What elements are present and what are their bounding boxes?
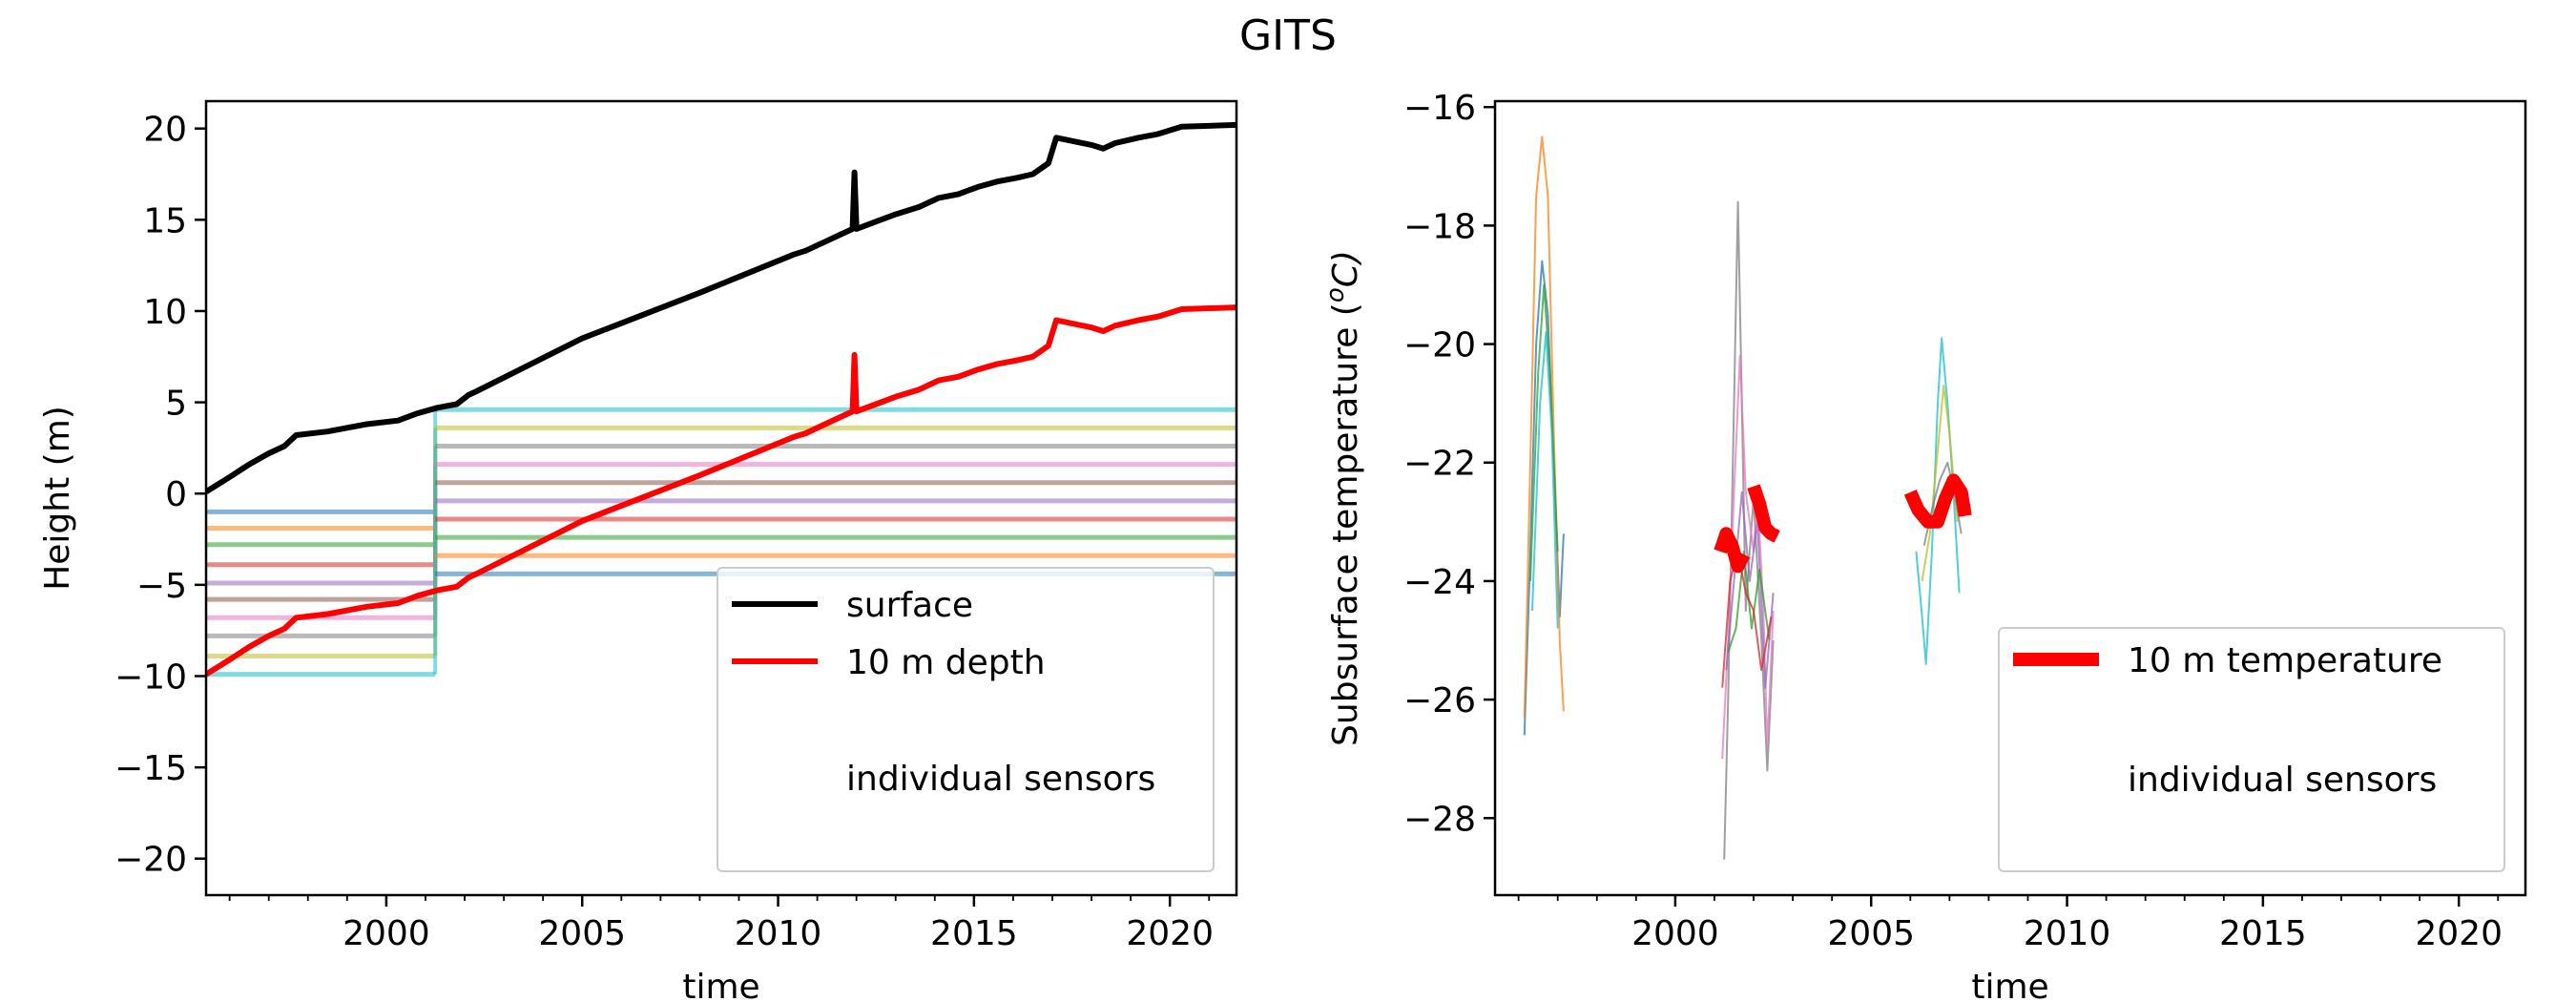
- series-line: [1714, 527, 1751, 574]
- sensor-trace: [1921, 385, 1959, 582]
- y-tick-label: −15: [114, 749, 187, 788]
- legend-frame: [1998, 627, 2505, 872]
- series-line: [206, 304, 1236, 678]
- legend-frame: [717, 567, 1215, 872]
- sensor-trace: [1721, 550, 1773, 688]
- x-axis: 2000 2005 2010 2015 2020: [228, 895, 1214, 953]
- x-tick-label: 2005: [1827, 914, 1915, 953]
- legend-individual-sensors-label: individual sensors: [846, 760, 1155, 799]
- y-axis-label-unit: C): [1326, 250, 1365, 287]
- legend: 10 m temperature individual sensors: [1998, 627, 2505, 872]
- sensor-trace: [1523, 136, 1565, 718]
- legend-10m-depth-label: 10 m depth: [846, 643, 1046, 682]
- y-axis-label-main: Subsurface temperature (: [1326, 303, 1365, 746]
- plot-frame: [204, 99, 1238, 897]
- y-tick-label: 0: [165, 475, 187, 514]
- series-line: [1903, 473, 1972, 529]
- x-tick-label: 2015: [930, 914, 1018, 953]
- y-tick-label: −18: [1403, 207, 1476, 246]
- series-line: [206, 121, 1236, 494]
- sensor-traces: [1523, 136, 1963, 860]
- y-axis: −28 −26 −24 −22 −20 −18 −16: [1403, 89, 1495, 839]
- legend: surface 10 m depth individual sensors: [717, 567, 1215, 872]
- y-tick-label: −28: [1403, 800, 1476, 839]
- y-tick-label: 15: [143, 201, 187, 240]
- y-tick-label: −5: [136, 567, 187, 606]
- y-tick-label: −20: [1403, 326, 1476, 365]
- series-lines: [1714, 473, 1972, 574]
- sensor-trace: [1723, 200, 1775, 860]
- sensor-trace: [1531, 331, 1559, 629]
- y-axis-label: Subsurface temperature (oC): [1321, 250, 1365, 746]
- y-axis-label: Height (m): [38, 406, 77, 591]
- legend-10m-temperature-label: 10 m temperature: [2128, 641, 2442, 680]
- x-tick-label: 2010: [735, 914, 822, 953]
- x-tick-label: 2000: [1631, 914, 1719, 953]
- y-tick-label: −24: [1403, 563, 1476, 602]
- y-tick-label: −10: [114, 658, 187, 697]
- x-tick-label: 2005: [538, 914, 626, 953]
- x-tick-label: 2020: [2415, 914, 2503, 953]
- y-tick-label: −20: [114, 841, 187, 880]
- y-tick-label: −26: [1403, 681, 1476, 720]
- y-tick-label: −16: [1403, 89, 1476, 128]
- x-tick-label: 2015: [2219, 914, 2307, 953]
- legend-surface-label: surface: [846, 586, 973, 625]
- legend-individual-sensors-label: individual sensors: [2128, 761, 2437, 800]
- y-tick-label: 20: [143, 111, 187, 150]
- y-axis: −20 −15 −10 −5 0 5 10 15 20: [114, 111, 206, 880]
- sensor-trace: [1727, 550, 1771, 653]
- y-tick-label: 5: [165, 385, 187, 424]
- y-tick-label: 10: [143, 293, 187, 332]
- series-line: [1747, 484, 1780, 543]
- x-axis-label: time: [682, 968, 759, 1002]
- sensor-trace: [1725, 491, 1775, 689]
- x-axis: 2000 2005 2010 2015 2020: [1517, 895, 2503, 953]
- y-axis-label-superscript: o: [1321, 287, 1350, 303]
- x-tick-label: 2010: [2024, 914, 2111, 953]
- x-tick-label: 2000: [343, 914, 430, 953]
- height-chart: 2000 2005 2010 2015 2020 −20 −15 −10 −5 0 5 10 15 20…: [38, 99, 1238, 1002]
- plot-frame: [1493, 99, 2527, 897]
- x-tick-label: 2020: [1126, 914, 1214, 953]
- series-lines: [206, 121, 1236, 678]
- y-tick-label: −22: [1403, 445, 1476, 484]
- figure-title: GITS: [1239, 11, 1337, 60]
- x-axis-label: time: [1971, 968, 2048, 1002]
- temperature-chart: 2000 2005 2010 2015 2020 −28−26−24−22−20−18−…: [1321, 89, 2527, 1002]
